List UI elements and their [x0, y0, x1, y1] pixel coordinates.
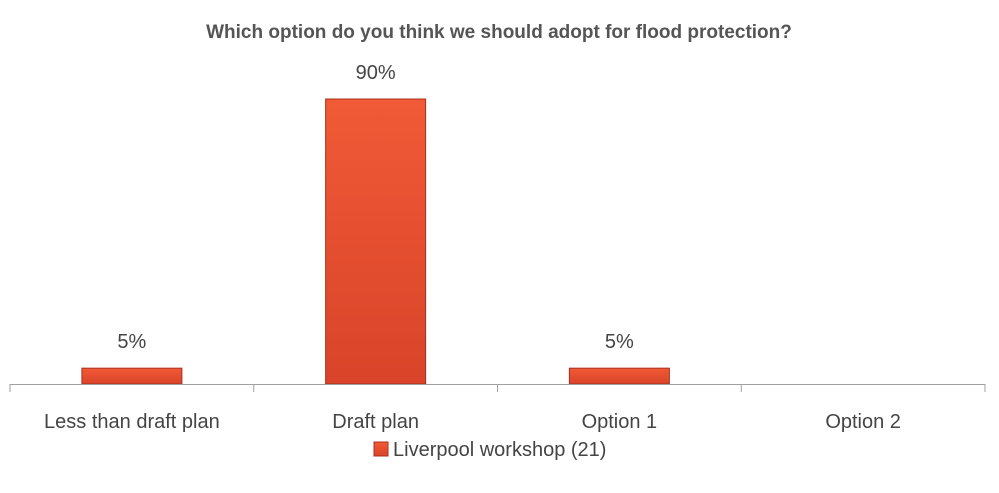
data-label: 5% [605, 331, 634, 353]
legend-label: Liverpool workshop (21) [393, 439, 606, 461]
data-labels: 5% 90% 5% [117, 62, 634, 353]
data-label: 90% [356, 62, 396, 84]
x-tick-label: Option 1 [582, 411, 658, 433]
chart-title: Which option do you think we should adop… [206, 22, 792, 43]
tick-labels: Less than draft plan Draft plan Option 1 Op… [44, 411, 901, 433]
bar [325, 98, 427, 385]
legend: Liverpool workshop (21) [373, 439, 606, 461]
x-axis [9, 384, 986, 392]
x-tick-label: Option 2 [825, 411, 901, 433]
bar [568, 367, 670, 385]
x-tick-label: Less than draft plan [44, 411, 220, 433]
legend-swatch [373, 441, 389, 457]
x-tick-label: Draft plan [332, 411, 419, 433]
bars-layer [81, 98, 670, 385]
data-label: 5% [117, 331, 146, 353]
bar [81, 367, 183, 385]
